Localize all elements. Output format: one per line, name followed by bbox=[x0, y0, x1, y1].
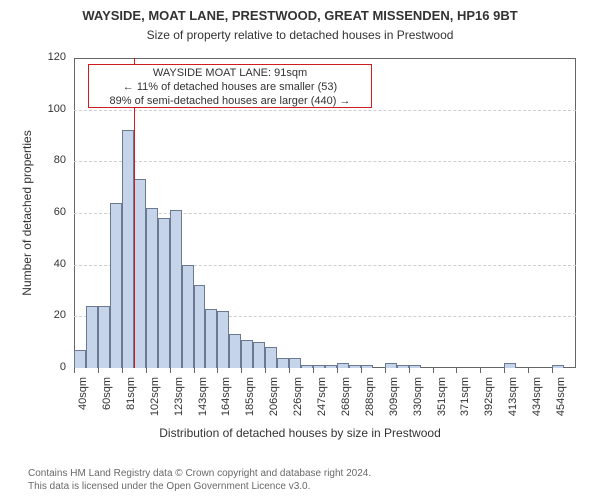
bar bbox=[241, 340, 253, 368]
x-tick-label: 102sqm bbox=[149, 377, 161, 427]
chart-title: WAYSIDE, MOAT LANE, PRESTWOOD, GREAT MIS… bbox=[0, 8, 600, 23]
x-tick-label: 164sqm bbox=[220, 377, 232, 427]
bar bbox=[337, 363, 349, 368]
x-tick-label: 371sqm bbox=[459, 377, 471, 427]
x-tick bbox=[194, 368, 195, 373]
bar bbox=[182, 265, 194, 368]
y-tick-label: 40 bbox=[36, 258, 66, 270]
bar bbox=[134, 179, 146, 368]
bar bbox=[397, 365, 409, 368]
x-tick-label: 123sqm bbox=[173, 377, 185, 427]
bar bbox=[265, 347, 277, 368]
x-tick-label: 60sqm bbox=[101, 377, 113, 427]
x-tick-label: 392sqm bbox=[483, 377, 495, 427]
x-tick bbox=[528, 368, 529, 373]
callout-line: WAYSIDE MOAT LANE: 91sqm bbox=[93, 67, 367, 81]
x-tick-label: 247sqm bbox=[316, 377, 328, 427]
x-tick-label: 434sqm bbox=[531, 377, 543, 427]
bar bbox=[158, 218, 170, 368]
gridline bbox=[74, 110, 576, 111]
callout-box: WAYSIDE MOAT LANE: 91sqm← 11% of detache… bbox=[88, 64, 372, 108]
y-tick-label: 0 bbox=[36, 361, 66, 373]
x-tick bbox=[433, 368, 434, 373]
x-tick bbox=[409, 368, 410, 373]
bar bbox=[325, 365, 337, 368]
x-tick bbox=[313, 368, 314, 373]
bar bbox=[504, 363, 516, 368]
bar bbox=[170, 210, 182, 368]
bar bbox=[194, 285, 206, 368]
x-tick bbox=[480, 368, 481, 373]
x-tick bbox=[265, 368, 266, 373]
x-tick bbox=[385, 368, 386, 373]
x-tick-label: 206sqm bbox=[268, 377, 280, 427]
x-tick-label: 81sqm bbox=[125, 377, 137, 427]
bar bbox=[98, 306, 110, 368]
y-tick-label: 100 bbox=[36, 103, 66, 115]
bar bbox=[361, 365, 373, 368]
x-tick-label: 330sqm bbox=[412, 377, 424, 427]
bar bbox=[313, 365, 325, 368]
x-tick bbox=[74, 368, 75, 373]
y-tick-label: 80 bbox=[36, 154, 66, 166]
x-tick bbox=[337, 368, 338, 373]
bar bbox=[110, 203, 122, 368]
bar bbox=[385, 363, 397, 368]
chart-container: WAYSIDE, MOAT LANE, PRESTWOOD, GREAT MIS… bbox=[0, 0, 600, 500]
x-tick-label: 268sqm bbox=[340, 377, 352, 427]
x-tick bbox=[98, 368, 99, 373]
x-tick bbox=[456, 368, 457, 373]
bar bbox=[349, 365, 361, 368]
x-tick bbox=[289, 368, 290, 373]
x-tick-label: 288sqm bbox=[364, 377, 376, 427]
bar bbox=[289, 358, 301, 368]
x-tick-label: 309sqm bbox=[388, 377, 400, 427]
x-tick bbox=[504, 368, 505, 373]
x-tick bbox=[552, 368, 553, 373]
x-tick bbox=[241, 368, 242, 373]
bar bbox=[217, 311, 229, 368]
chart-subtitle: Size of property relative to detached ho… bbox=[0, 28, 600, 42]
bar bbox=[277, 358, 289, 368]
bar bbox=[253, 342, 265, 368]
bar bbox=[205, 309, 217, 368]
x-tick-label: 351sqm bbox=[436, 377, 448, 427]
x-tick-label: 143sqm bbox=[197, 377, 209, 427]
x-tick-label: 185sqm bbox=[244, 377, 256, 427]
bar bbox=[229, 334, 241, 368]
y-tick-label: 120 bbox=[36, 51, 66, 63]
x-tick bbox=[170, 368, 171, 373]
footer-attribution: Contains HM Land Registry data © Crown c… bbox=[28, 468, 371, 493]
bar bbox=[74, 350, 86, 368]
y-tick-label: 20 bbox=[36, 309, 66, 321]
x-tick bbox=[217, 368, 218, 373]
x-tick-label: 454sqm bbox=[555, 377, 567, 427]
bar bbox=[301, 365, 313, 368]
y-axis-label: Number of detached properties bbox=[20, 58, 34, 368]
x-tick-label: 413sqm bbox=[507, 377, 519, 427]
x-tick-label: 226sqm bbox=[292, 377, 304, 427]
x-tick bbox=[361, 368, 362, 373]
gridline bbox=[74, 161, 576, 162]
bar bbox=[86, 306, 98, 368]
x-tick-label: 40sqm bbox=[77, 377, 89, 427]
callout-line: 89% of semi-detached houses are larger (… bbox=[93, 95, 367, 109]
x-tick bbox=[122, 368, 123, 373]
footer-line: This data is licensed under the Open Gov… bbox=[28, 481, 371, 494]
y-tick-label: 60 bbox=[36, 206, 66, 218]
footer-line: Contains HM Land Registry data © Crown c… bbox=[28, 468, 371, 481]
bar bbox=[122, 130, 134, 368]
bar bbox=[552, 365, 564, 368]
x-axis-label: Distribution of detached houses by size … bbox=[0, 426, 600, 440]
bar bbox=[146, 208, 158, 368]
bar bbox=[409, 365, 421, 368]
x-tick bbox=[146, 368, 147, 373]
callout-line: ← 11% of detached houses are smaller (53… bbox=[93, 81, 367, 95]
